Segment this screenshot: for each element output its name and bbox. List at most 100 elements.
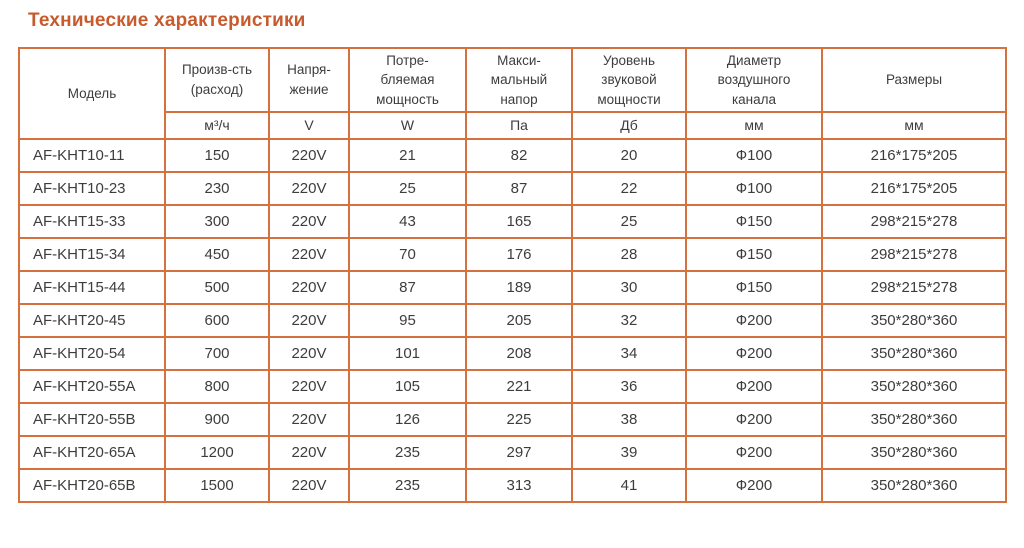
column-header-noise: Уровень звуковой мощности <box>571 47 687 113</box>
value-cell: 800 <box>164 369 270 404</box>
value-cell: 43 <box>348 204 467 239</box>
value-cell: Ф200 <box>685 435 823 470</box>
unit-duct-diameter: мм <box>685 111 823 140</box>
value-cell: 34 <box>571 336 687 371</box>
value-cell: 298*215*278 <box>821 204 1007 239</box>
model-cell: AF-KHT20-55B <box>18 402 166 437</box>
column-header-duct-diameter: Диаметр воздушного канала <box>685 47 823 113</box>
value-cell: 30 <box>571 270 687 305</box>
value-cell: 221 <box>465 369 573 404</box>
value-cell: 82 <box>465 138 573 173</box>
value-cell: 208 <box>465 336 573 371</box>
table-row: AF-KHT20-65A 1200 220V 235 297 39 Ф200 350*280*… <box>18 435 1007 470</box>
value-cell: 350*280*360 <box>821 435 1007 470</box>
value-cell: 105 <box>348 369 467 404</box>
value-cell: Ф200 <box>685 468 823 503</box>
value-cell: 298*215*278 <box>821 237 1007 272</box>
value-cell: 235 <box>348 435 467 470</box>
unit-dimensions: мм <box>821 111 1007 140</box>
unit-flow: м³/ч <box>164 111 270 140</box>
value-cell: 220V <box>268 138 350 173</box>
model-cell: AF-KHT10-11 <box>18 138 166 173</box>
unit-power: W <box>348 111 467 140</box>
value-cell: 350*280*360 <box>821 468 1007 503</box>
value-cell: Ф200 <box>685 402 823 437</box>
value-cell: 220V <box>268 237 350 272</box>
column-header-voltage: Напря- жение <box>268 47 350 113</box>
value-cell: 20 <box>571 138 687 173</box>
value-cell: Ф200 <box>685 303 823 338</box>
value-cell: 230 <box>164 171 270 206</box>
model-cell: AF-KHT20-65B <box>18 468 166 503</box>
value-cell: 300 <box>164 204 270 239</box>
value-cell: Ф200 <box>685 336 823 371</box>
value-cell: 1200 <box>164 435 270 470</box>
value-cell: 900 <box>164 402 270 437</box>
value-cell: 220V <box>268 435 350 470</box>
value-cell: 39 <box>571 435 687 470</box>
value-cell: 150 <box>164 138 270 173</box>
table-header: Модель Произв-сть (расход) Напря- жение … <box>18 47 1007 140</box>
value-cell: Ф100 <box>685 171 823 206</box>
value-cell: 126 <box>348 402 467 437</box>
value-cell: 95 <box>348 303 467 338</box>
value-cell: Ф150 <box>685 237 823 272</box>
column-header-pressure: Макси- мальный напор <box>465 47 573 113</box>
column-header-flow: Произв-сть (расход) <box>164 47 270 113</box>
value-cell: 87 <box>465 171 573 206</box>
table-row: AF-KHT20-55B 900 220V 126 225 38 Ф200 350*280*3… <box>18 402 1007 437</box>
value-cell: 32 <box>571 303 687 338</box>
value-cell: 500 <box>164 270 270 305</box>
value-cell: 600 <box>164 303 270 338</box>
value-cell: 25 <box>348 171 467 206</box>
value-cell: 216*175*205 <box>821 171 1007 206</box>
value-cell: 36 <box>571 369 687 404</box>
specifications-table: Модель Произв-сть (расход) Напря- жение … <box>18 47 1007 503</box>
table-row: AF-KHT15-44 500 220V 87 189 30 Ф150 298*215*278 <box>18 270 1007 305</box>
value-cell: 297 <box>465 435 573 470</box>
value-cell: 21 <box>348 138 467 173</box>
value-cell: 70 <box>348 237 467 272</box>
value-cell: 700 <box>164 336 270 371</box>
header-names-row: Модель Произв-сть (расход) Напря- жение … <box>18 47 1007 140</box>
value-cell: 87 <box>348 270 467 305</box>
value-cell: 41 <box>571 468 687 503</box>
value-cell: 22 <box>571 171 687 206</box>
page-title: Технические характеристики <box>28 10 306 31</box>
value-cell: 1500 <box>164 468 270 503</box>
value-cell: Ф100 <box>685 138 823 173</box>
unit-pressure: Па <box>465 111 573 140</box>
table-row: AF-KHT20-54 700 220V 101 208 34 Ф200 350*280*36… <box>18 336 1007 371</box>
value-cell: 350*280*360 <box>821 402 1007 437</box>
column-header-model: Модель <box>18 47 166 140</box>
value-cell: 450 <box>164 237 270 272</box>
value-cell: 350*280*360 <box>821 336 1007 371</box>
value-cell: 225 <box>465 402 573 437</box>
value-cell: 220V <box>268 171 350 206</box>
column-header-power: Потре- бляемая мощность <box>348 47 467 113</box>
value-cell: Ф150 <box>685 204 823 239</box>
table-row: AF-KHT20-55A 800 220V 105 221 36 Ф200 350*280*3… <box>18 369 1007 404</box>
model-cell: AF-KHT20-45 <box>18 303 166 338</box>
table-row: AF-KHT10-11 150 220V 21 82 20 Ф100 216*175*205 <box>18 138 1007 173</box>
value-cell: 220V <box>268 402 350 437</box>
value-cell: 189 <box>465 270 573 305</box>
column-header-dimensions: Размеры <box>821 47 1007 113</box>
value-cell: 350*280*360 <box>821 369 1007 404</box>
value-cell: 350*280*360 <box>821 303 1007 338</box>
value-cell: 220V <box>268 303 350 338</box>
value-cell: 220V <box>268 336 350 371</box>
model-cell: AF-KHT10-23 <box>18 171 166 206</box>
model-cell: AF-KHT15-44 <box>18 270 166 305</box>
unit-noise: Дб <box>571 111 687 140</box>
value-cell: 101 <box>348 336 467 371</box>
value-cell: 220V <box>268 468 350 503</box>
value-cell: 220V <box>268 204 350 239</box>
table-row: AF-KHT20-65B 1500 220V 235 313 41 Ф200 350*280*… <box>18 468 1007 503</box>
table-row: AF-KHT20-45 600 220V 95 205 32 Ф200 350*280*360 <box>18 303 1007 338</box>
header-units-row: м³/ч V W Па Дб мм мм <box>19 111 1007 140</box>
value-cell: 216*175*205 <box>821 138 1007 173</box>
model-cell: AF-KHT20-65A <box>18 435 166 470</box>
table-row: AF-KHT15-34 450 220V 70 176 28 Ф150 298*215*278 <box>18 237 1007 272</box>
value-cell: 235 <box>348 468 467 503</box>
